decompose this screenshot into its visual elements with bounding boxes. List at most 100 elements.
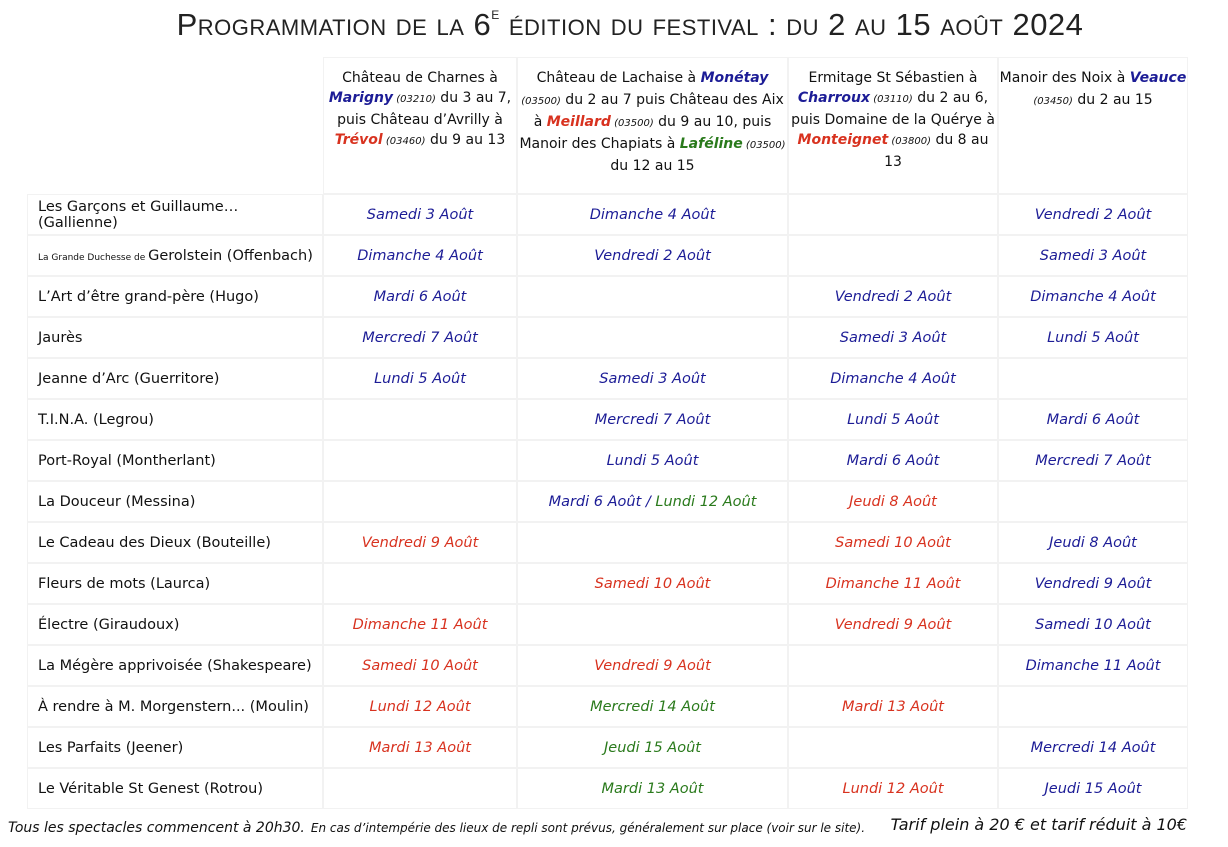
header-text: du 9 au 10, puis Manoir des Chapiats à	[519, 114, 772, 152]
performance-date: Samedi 3 Août	[599, 370, 706, 387]
performance-date: Mercredi 7 Août	[594, 411, 711, 428]
header-text: Charroux	[797, 90, 871, 106]
date-cell: Mardi 13 Août	[324, 728, 516, 767]
play-title: La Douceur (Messina)	[28, 482, 322, 521]
date-cell: Vendredi 9 Août	[324, 523, 516, 562]
date-cell: Samedi 10 Août	[999, 605, 1187, 644]
footer-text: Tarif plein à 20 € et tarif réduit à 10€	[890, 815, 1187, 834]
table-row: L’Art d’être grand-père (Hugo) Mardi 6 Ao…	[28, 277, 1187, 316]
performance-date: Samedi 3 Août	[1039, 247, 1147, 264]
performance-date: Dimanche 11 Août	[825, 575, 961, 592]
performance-date: Mercredi 7 Août	[1035, 452, 1151, 469]
play-title: Les Parfaits (Jeener)	[28, 728, 322, 767]
date-cell: Lundi 5 Août	[324, 359, 516, 398]
performance-date: Mercredi 14 Août	[590, 698, 715, 715]
date-cell: Mardi 13 Août	[518, 769, 787, 808]
performance-date: Samedi 10 Août	[362, 657, 478, 674]
date-cell: Jeudi 15 Août	[518, 728, 787, 767]
header-text: Veauce	[1129, 70, 1187, 86]
date-cell	[518, 318, 787, 357]
performance-date: Samedi 10 Août	[835, 534, 951, 551]
date-cell: Mercredi 14 Août	[999, 728, 1187, 767]
date-cell	[789, 646, 997, 685]
performance-date: Jeudi 8 Août	[1049, 534, 1137, 551]
performance-date: Dimanche 4 Août	[357, 247, 483, 264]
header-text: Meillard	[546, 114, 611, 130]
date-cell	[324, 441, 516, 480]
date-cell: Vendredi 9 Août	[999, 564, 1187, 603]
date-cell: Vendredi 9 Août	[789, 605, 997, 644]
header-text: (03500)	[610, 118, 654, 129]
play-title: Le Véritable St Genest (Rotrou)	[28, 769, 322, 808]
table-row: Fleurs de mots (Laurca) Samedi 10 Août Dim…	[28, 564, 1187, 603]
date-cell	[999, 359, 1187, 398]
play-title: Port-Royal (Montherlant)	[28, 441, 322, 480]
performance-date: Lundi 5 Août	[606, 452, 699, 469]
performance-date: Mardi 6 Août	[373, 288, 467, 305]
performance-date: Lundi 12 Août	[655, 493, 757, 510]
performance-date: Samedi 3 Août	[839, 329, 947, 346]
play-title-text: La Mégère apprivoisée (Shakespeare)	[38, 657, 312, 674]
performance-date: Mardi 6 Août	[1046, 411, 1140, 428]
table-row: La Douceur (Messina) Mardi 6 Août / Lundi…	[28, 482, 1187, 521]
date-cell: Mercredi 7 Août	[999, 441, 1187, 480]
performance-date: Dimanche 11 Août	[1025, 657, 1161, 674]
performance-date: Jeudi 8 Août	[849, 493, 937, 510]
title-part: Programmation de la 6	[176, 7, 492, 42]
header-text: (03450)	[1033, 96, 1073, 107]
header-text: Château de Charnes à	[342, 70, 498, 86]
table-row: La Mégère apprivoisée (Shakespeare) Samed…	[28, 646, 1187, 685]
footer-text: Tous les spectacles commencent à 20h30.	[8, 820, 305, 836]
performance-date: Lundi 5 Août	[374, 370, 466, 387]
performance-date: Vendredi 9 Août	[594, 657, 711, 674]
table-row: À rendre à M. Morgenstern... (Moulin) Lun…	[28, 687, 1187, 726]
header-text: du 2 au 15	[1072, 92, 1153, 108]
header-text: Marigny	[328, 90, 394, 106]
performance-date: Mercredi 14 Août	[1030, 739, 1156, 756]
header-text: du 3 au 7, puis Château d’Avrilly à	[337, 90, 512, 128]
date-cell	[518, 605, 787, 644]
date-cell: Dimanche 11 Août	[789, 564, 997, 603]
play-title-text: La Douceur (Messina)	[38, 493, 196, 510]
performance-date: Dimanche 11 Août	[352, 616, 488, 633]
date-cell: Mercredi 7 Août	[518, 400, 787, 439]
date-cell: Samedi 3 Août	[518, 359, 787, 398]
date-cell: Vendredi 2 Août	[518, 236, 787, 275]
date-cell: Dimanche 4 Août	[999, 277, 1187, 316]
date-cell: Mardi 6 Août	[999, 400, 1187, 439]
date-cell: Mardi 6 Août	[324, 277, 516, 316]
footer-text: En cas d’intempérie des lieux de repli s…	[310, 821, 866, 835]
date-cell	[999, 687, 1187, 726]
header-text: (03500)	[742, 140, 786, 151]
header-text: (03800)	[888, 136, 931, 147]
table-row: Le Véritable St Genest (Rotrou) Mardi 13 …	[28, 769, 1187, 808]
play-title-text: Le Véritable St Genest (Rotrou)	[38, 780, 264, 797]
date-cell: Mardi 6 Août	[789, 441, 997, 480]
performance-date: Dimanche 4 Août	[589, 206, 716, 223]
date-cell	[999, 482, 1187, 521]
date-cell: Lundi 12 Août	[324, 687, 516, 726]
date-cell: Lundi 12 Août	[789, 769, 997, 808]
performance-date: Dimanche 4 Août	[1030, 288, 1156, 305]
date-cell: Samedi 10 Août	[789, 523, 997, 562]
header-text: Trévol	[334, 132, 383, 148]
date-cell	[518, 523, 787, 562]
header-text: du 2 au 6, puis Domaine de la Quérye à	[791, 90, 995, 128]
date-cell: Lundi 5 Août	[789, 400, 997, 439]
performance-date: Lundi 12 Août	[842, 780, 944, 797]
play-title-text: Port-Royal (Montherlant)	[38, 452, 216, 469]
play-title: Jaurès	[28, 318, 322, 357]
date-cell: Mardi 6 Août / Lundi 12 Août	[518, 482, 787, 521]
title-part: édition du festival : du 2 au 15 août 20…	[499, 7, 1084, 42]
play-title-text: T.I.N.A. (Legrou)	[38, 411, 154, 428]
date-cell: Dimanche 4 Août	[324, 236, 516, 275]
performance-date: Vendredi 9 Août	[361, 534, 479, 551]
header-text: du 8 au 13	[884, 132, 989, 170]
performance-date: Mercredi 7 Août	[362, 329, 478, 346]
performance-date: Jeudi 15 Août	[604, 739, 701, 756]
footer: Tous les spectacles commencent à 20h30. E…	[8, 815, 1223, 836]
date-cell: Vendredi 2 Août	[789, 277, 997, 316]
play-title-text: L’Art d’être grand-père (Hugo)	[38, 288, 259, 305]
header-text: (03500)	[521, 96, 561, 107]
